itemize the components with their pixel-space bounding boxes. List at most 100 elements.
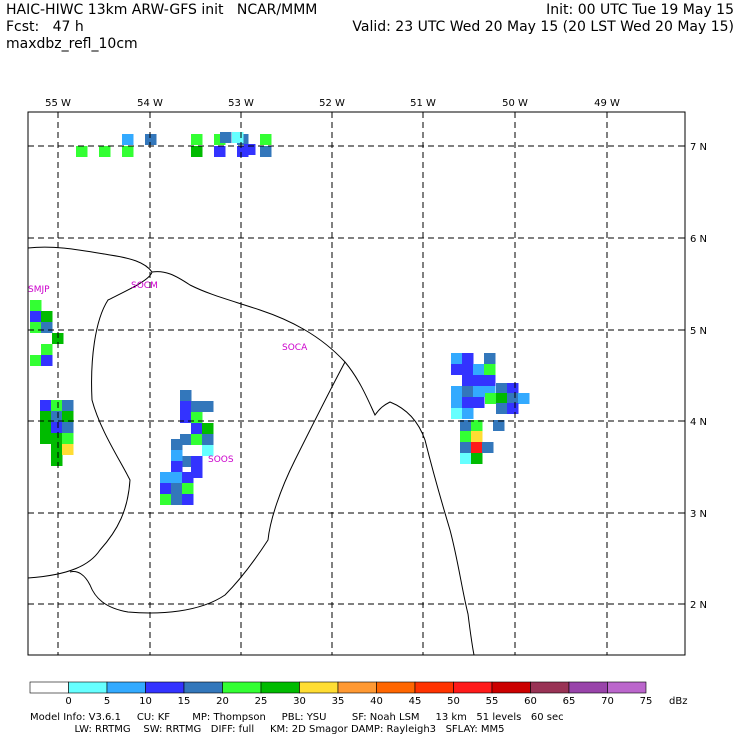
reflectivity-cell	[180, 401, 192, 412]
legend-label: 70	[601, 696, 614, 707]
reflectivity-cell	[171, 483, 183, 494]
reflectivity-cell	[62, 444, 74, 455]
reflectivity-cell	[62, 400, 74, 411]
legend-label: 30	[293, 696, 306, 707]
legend-label: 10	[139, 696, 152, 707]
reflectivity-cell	[191, 423, 203, 434]
legend-swatch	[29, 681, 69, 694]
reflectivity-cell	[51, 422, 63, 433]
longitude-label: 51 W	[410, 98, 436, 109]
legend-label: 0	[65, 696, 71, 707]
reflectivity-cell	[145, 134, 157, 145]
reflectivity-cell	[496, 383, 508, 394]
legend-swatch	[530, 681, 570, 694]
reflectivity-cell	[460, 453, 472, 464]
coastline	[27, 246, 475, 656]
reflectivity-cell	[244, 144, 256, 155]
reflectivity-cell	[232, 132, 244, 143]
reflectivity-cell	[171, 494, 183, 505]
reflectivity-cell	[451, 386, 463, 397]
reflectivity-cell	[52, 333, 64, 344]
legend-swatch	[68, 681, 108, 694]
reflectivity-cell	[460, 431, 472, 442]
reflectivity-cell	[191, 467, 203, 478]
legend-label: 15	[178, 696, 191, 707]
legend-label: 75	[640, 696, 653, 707]
reflectivity-cell	[30, 355, 42, 366]
reflectivity-cell	[471, 453, 483, 464]
reflectivity-cell	[260, 146, 272, 157]
reflectivity-cell	[485, 393, 497, 404]
reflectivity-cell	[30, 322, 42, 333]
reflectivity-cell	[473, 375, 485, 386]
coastline-path	[69, 361, 346, 614]
reflectivity-cell	[451, 397, 463, 408]
reflectivity-cell	[182, 483, 194, 494]
reflectivity-cell	[462, 364, 474, 375]
legend-swatch	[376, 681, 416, 694]
reflectivity-cell	[191, 456, 203, 467]
legend-swatch	[222, 681, 262, 694]
reflectivity-cell	[122, 134, 134, 145]
latitude-labels: 7 N 6 N 5 N 4 N 3 N 2 N	[679, 142, 707, 611]
legend-swatch	[414, 681, 454, 694]
reflectivity-cell	[237, 146, 249, 157]
reflectivity-cell	[191, 401, 203, 412]
reflectivity-cell	[493, 420, 505, 431]
longitude-labels: 55 W 54 W 53 W 52 W 51 W 50 W 49 W	[45, 98, 620, 118]
latitude-label: 6 N	[690, 234, 707, 245]
reflectivity-cell	[180, 412, 192, 423]
reflectivity-cell	[462, 408, 474, 419]
reflectivity-cell	[473, 364, 485, 375]
legend-swatch	[491, 681, 531, 694]
reflectivity-cell	[41, 322, 53, 333]
reflectivity-cell	[171, 450, 183, 461]
reflectivity-cell	[122, 146, 134, 157]
reflectivity-cell	[484, 375, 496, 386]
reflectivity-cell	[202, 434, 214, 445]
reflectivity-cell	[473, 397, 485, 408]
reflectivity-cell	[51, 433, 63, 444]
latitude-label: 3 N	[690, 509, 707, 520]
latitude-label: 2 N	[690, 600, 707, 611]
reflectivity-cell	[51, 455, 63, 466]
reflectivity-cell	[40, 422, 52, 433]
reflectivity-cell	[160, 494, 172, 505]
reflectivity-cell	[202, 423, 214, 434]
reflectivity-cell	[473, 386, 485, 397]
reflectivity-cell	[507, 403, 519, 414]
legend-label: 65	[563, 696, 576, 707]
longitude-label: 53 W	[228, 98, 254, 109]
reflectivity-cell	[462, 386, 474, 397]
latitude-label: 4 N	[690, 417, 707, 428]
reflectivity-cell	[462, 375, 474, 386]
legend-label: 60	[524, 696, 537, 707]
reflectivity-cell	[471, 442, 483, 453]
reflectivity-legend: 0 5 10 15 20 25 30 35 40 45 50 55 60 65 70 75 dBz	[29, 681, 687, 707]
legend-label: 55	[486, 696, 499, 707]
reflectivity-cell	[214, 134, 226, 145]
legend-swatch	[145, 681, 185, 694]
legend-swatch	[607, 681, 647, 694]
reflectivity-cell	[451, 364, 463, 375]
reflectivity-cell	[496, 393, 508, 404]
reflectivity-cell	[191, 146, 203, 157]
reflectivity-cell	[496, 403, 508, 414]
footer-model-info-line1: Model Info: V3.6.1 CU: KF MP: Thompson P…	[30, 712, 564, 723]
reflectivity-cell	[507, 393, 519, 404]
legend-swatch	[453, 681, 493, 694]
reflectivity-cell	[62, 411, 74, 422]
reflectivity-cell	[191, 134, 203, 145]
reflectivity-cell	[160, 472, 172, 483]
reflectivity-cell	[484, 386, 496, 397]
reflectivity-cell	[462, 397, 474, 408]
reflectivity-cell	[484, 364, 496, 375]
reflectivity-cell	[214, 146, 226, 157]
map-frame	[27, 111, 686, 656]
reflectivity-cell	[451, 408, 463, 419]
header-title: HAIC-HIWC 13km ARW-GFS init NCAR/MMM	[6, 2, 318, 18]
header-init-time: Init: 00 UTC Tue 19 May 15	[546, 2, 734, 18]
reflectivity-cell	[51, 400, 63, 411]
reflectivity-cell	[191, 434, 203, 445]
